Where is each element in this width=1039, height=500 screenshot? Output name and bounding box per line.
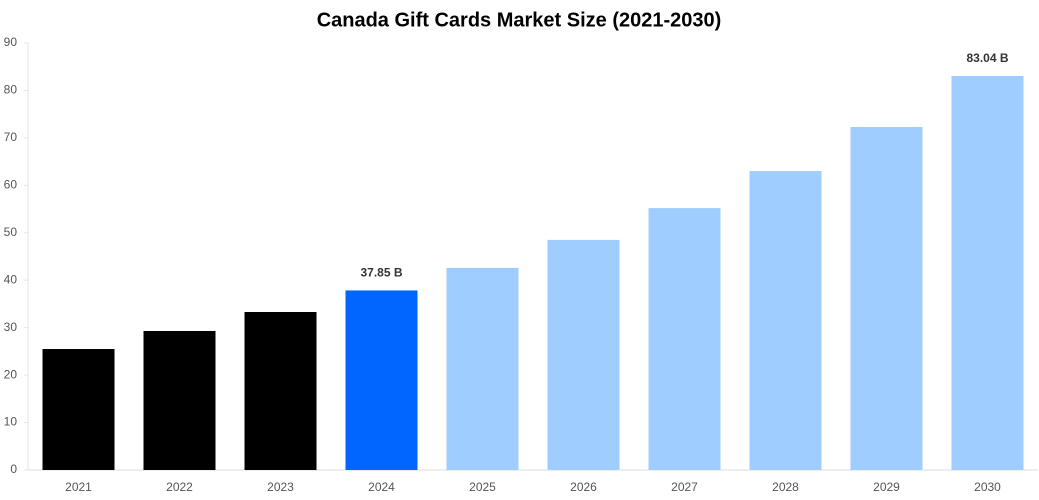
- y-tick-label: 50: [4, 225, 18, 239]
- x-tick-label: 2029: [873, 480, 900, 494]
- x-tick-label: 2023: [267, 480, 294, 494]
- y-tick-label: 30: [4, 320, 18, 334]
- bar: [648, 208, 721, 470]
- value-label: 83.04 B: [966, 51, 1008, 65]
- x-tick-label: 2021: [65, 480, 92, 494]
- bar: [143, 330, 216, 470]
- chart-title: Canada Gift Cards Market Size (2021-2030…: [317, 9, 722, 31]
- value-label: 37.85 B: [360, 266, 402, 280]
- y-tick-label: 20: [4, 367, 18, 381]
- bar: [42, 349, 115, 470]
- y-tick-label: 90: [4, 35, 18, 49]
- y-tick-label: 40: [4, 272, 18, 286]
- bar: [749, 171, 822, 470]
- x-tick-label: 2026: [570, 480, 597, 494]
- y-tick-label: 60: [4, 178, 18, 192]
- x-tick-label: 2030: [974, 480, 1001, 494]
- x-tick-label: 2022: [166, 480, 193, 494]
- bar: [951, 76, 1024, 470]
- y-tick-label: 0: [10, 462, 17, 476]
- x-tick-label: 2025: [469, 480, 496, 494]
- bar: [850, 126, 923, 470]
- y-tick-label: 10: [4, 415, 18, 429]
- bar: [547, 239, 620, 470]
- x-tick-label: 2027: [671, 480, 698, 494]
- x-tick-label: 2028: [772, 480, 799, 494]
- bar: [345, 290, 418, 470]
- y-tick-label: 70: [4, 130, 18, 144]
- y-tick-label: 80: [4, 83, 18, 97]
- bar: [446, 267, 519, 470]
- x-tick-label: 2024: [368, 480, 395, 494]
- bar: [244, 312, 317, 470]
